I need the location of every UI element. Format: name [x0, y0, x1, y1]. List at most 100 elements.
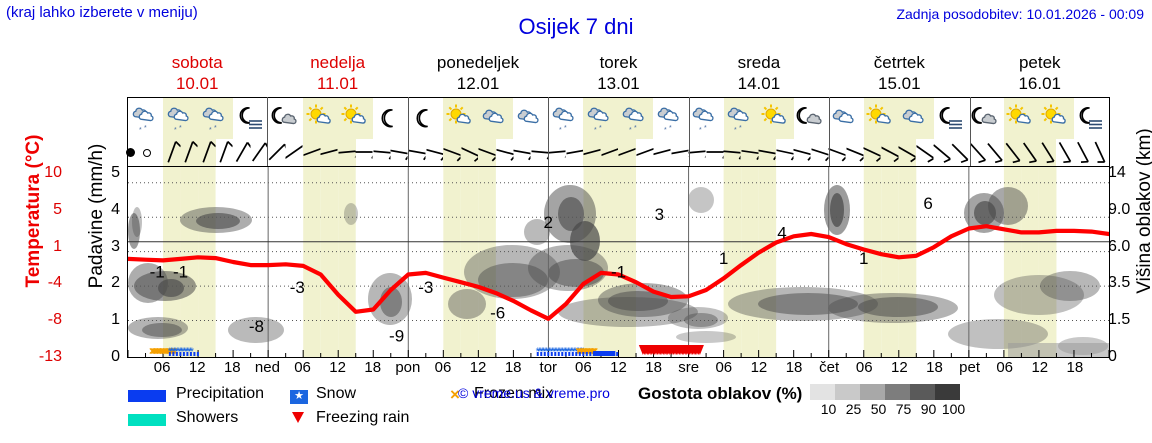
frozen-mix-symbol: × [156, 344, 163, 357]
frozen-mix-symbol: × [584, 344, 591, 357]
frozen-mix-symbol: × [161, 344, 168, 357]
snow-symbol: * [565, 346, 570, 357]
cloud-blob-3 [196, 213, 240, 229]
day-date: 16.01 [1018, 74, 1062, 93]
wind-barb-30 [653, 139, 671, 166]
snow-symbol: * [549, 346, 554, 357]
wind-barb-23 [531, 139, 549, 166]
cloud-tick-0: 14 [1108, 164, 1126, 181]
precip-bar-0 [186, 352, 189, 356]
day-name: ponedeljek [436, 53, 520, 72]
temperature-label-0: -1 [150, 262, 165, 281]
cloud-density-color-ramp [810, 384, 960, 400]
day-header-2: ponedeljek 12.01 [408, 52, 548, 96]
cloud-blob-35 [948, 319, 1048, 349]
weather-icon-row: * * * * * * * * * * * * * * * * * * [127, 97, 1110, 139]
day-name: sreda [737, 53, 781, 72]
snow-symbol: * [174, 346, 179, 357]
wind-barb-7 [251, 139, 269, 166]
wind-barb-18 [443, 139, 461, 166]
cloud-blob-27 [688, 187, 714, 213]
wind-barb-40 [828, 139, 847, 166]
x-axis-label-17: 12 [750, 359, 768, 376]
snow-symbol: * [546, 346, 551, 357]
day-separator-6 [969, 97, 971, 166]
precip-bar-2 [595, 352, 598, 356]
x-axis-labels: 06 12 18 ned 06 12 18 pon 06 12 18 tor 06 12 18 sre 06 12… [127, 359, 1110, 379]
frozen-mix-symbol: × [153, 344, 160, 357]
cloud-tick-4: 1.5 [1108, 311, 1131, 329]
temperature-label-9: 3 [655, 205, 664, 224]
wind-barb-14 [373, 139, 391, 166]
cloud-tick-3: 3.5 [1108, 274, 1131, 292]
weather-icon-sun-cloud-21 [863, 98, 899, 139]
precip-bar-1 [568, 352, 571, 356]
x-axis-label-7: pon [395, 359, 421, 376]
x-axis-label-18: 18 [785, 359, 803, 376]
weather-icon-cloud-snow-2: * * [198, 98, 234, 139]
precip-bar-0 [196, 352, 199, 356]
x-axis-label-10: 18 [504, 359, 522, 376]
cloud-density-step-5 [935, 384, 960, 400]
weather-icon-cloud-snow-13: * * [583, 98, 619, 139]
weather-icon-cloud-22 [898, 98, 934, 139]
temperature-tick-5: -13 [38, 348, 62, 365]
cloud-blob-20 [464, 245, 560, 299]
cloud-blob-10 [344, 203, 358, 225]
frozen-mix-symbol: × [590, 344, 597, 357]
weather-icon-cloud-snow-17: * * [723, 98, 759, 139]
svg-text:*: * [669, 125, 672, 132]
wind-barb-5 [216, 139, 234, 166]
snow-symbol: * [168, 346, 173, 357]
wind-barb-48 [969, 139, 987, 166]
svg-text:*: * [734, 127, 737, 134]
cloud-blob-24 [558, 297, 698, 327]
wind-barb-row [127, 139, 1110, 166]
wind-barb-45 [916, 139, 934, 166]
cloud-density-label-1: 25 [845, 401, 862, 417]
day-separator-5 [829, 97, 831, 166]
snow-symbol: * [578, 346, 583, 357]
snow-symbol: * [555, 346, 560, 357]
snow-symbol: * [171, 346, 176, 357]
wind-barb-37 [776, 139, 794, 166]
precip-bar-2 [612, 352, 615, 356]
weather-icon-sun-cloud-25 [1003, 98, 1039, 139]
legend-swatch-showers [128, 414, 166, 426]
wind-barb-34 [723, 139, 742, 166]
x-axis-label-21: 12 [891, 359, 908, 376]
wind-barb-32 [688, 139, 707, 166]
wind-barb-21 [496, 139, 514, 166]
weather-icon-moon-wind-3 [233, 98, 268, 139]
cloud-blob-34 [830, 193, 844, 227]
weather-icon-cloud-10 [478, 98, 514, 139]
snow-symbol: * [169, 346, 174, 357]
precip-bar-2 [605, 352, 608, 356]
weather-icon-cloud-snow-1: * * [163, 98, 199, 139]
precipitation-tick-2: 3 [111, 237, 120, 255]
cloud-blob-32 [676, 331, 736, 343]
cloud-density-label-2: 50 [870, 401, 887, 417]
frozen-mix-symbol: × [150, 344, 157, 357]
wind-barb-10 [303, 139, 321, 166]
frozen-mix-symbol: × [162, 344, 169, 357]
wind-barb-20 [478, 139, 496, 166]
wind-barb-28 [618, 139, 636, 166]
temperature-label-5: -9 [389, 327, 404, 346]
wind-barb-39 [811, 139, 829, 166]
sun-marker-filled [126, 148, 135, 157]
cloud-blob-6 [158, 279, 184, 297]
precip-bar-0 [179, 352, 182, 356]
day-header-0: sobota 10.01 [127, 52, 267, 96]
x-axis-label-1: 12 [188, 359, 206, 376]
snow-symbol: * [575, 346, 580, 357]
x-axis-label-24: 06 [996, 359, 1014, 376]
snow-symbol: * [537, 346, 542, 357]
cloud-density-step-4 [910, 384, 935, 400]
snow-symbol: * [562, 346, 567, 357]
snow-symbol: * [187, 346, 192, 357]
legend-swatch-precipitation [128, 390, 166, 402]
snow-symbol: * [184, 346, 189, 357]
wind-barb-16 [408, 139, 426, 166]
cloud-blob-29 [758, 293, 858, 315]
